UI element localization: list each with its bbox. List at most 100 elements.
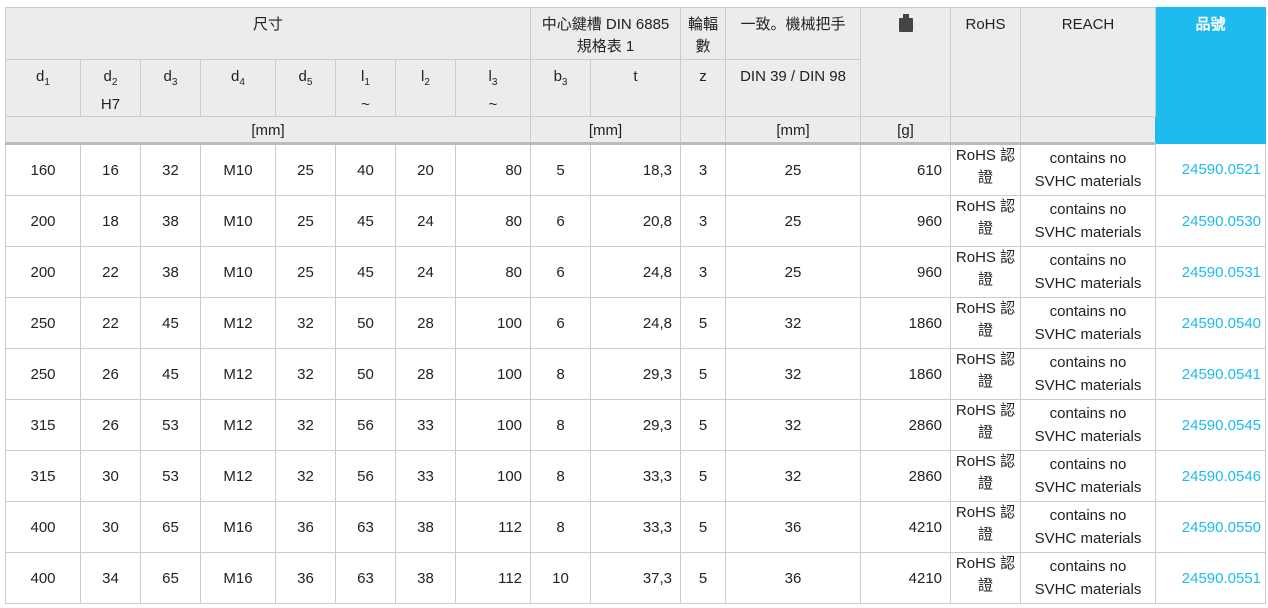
cell-reach: contains no SVHC materials <box>1020 501 1157 553</box>
table-row: 250 26 45 M12 32 50 28 100 8 29,3 5 32 1860 RoHS 認證 co… <box>5 348 1267 400</box>
header-rohs: RoHS <box>950 7 1022 117</box>
cell-l3: 100 <box>454 450 532 502</box>
cell-d1: 250 <box>5 297 81 349</box>
cell-z: 3 <box>680 195 727 247</box>
cell-d5: 25 <box>275 143 336 196</box>
unit-empty <box>680 116 727 145</box>
cell-d1: 315 <box>5 399 81 451</box>
cell-d4: M16 <box>200 552 276 604</box>
cell-rohs: RoHS 認證 <box>950 552 1022 604</box>
col-d4: d4 <box>200 59 276 117</box>
cell-din: 36 <box>725 501 862 553</box>
cell-rohs: RoHS 認證 <box>950 501 1022 553</box>
cell-b3: 6 <box>530 297 592 349</box>
cell-l1: 45 <box>335 195 396 247</box>
cell-weight: 610 <box>860 143 952 196</box>
cell-rohs: RoHS 認證 <box>950 143 1022 196</box>
col-t: t <box>590 59 682 117</box>
cell-t: 18,3 <box>590 143 682 196</box>
cell-d5: 32 <box>275 297 336 349</box>
cell-b3: 10 <box>530 552 592 604</box>
cell-d4: M10 <box>200 143 276 196</box>
cell-din: 36 <box>725 552 862 604</box>
cell-part-no[interactable]: 24590.0521 <box>1155 143 1267 196</box>
cell-reach: contains no SVHC materials <box>1020 552 1157 604</box>
cell-d4: M12 <box>200 399 276 451</box>
cell-z: 5 <box>680 450 727 502</box>
cell-d4: M16 <box>200 501 276 553</box>
cell-b3: 8 <box>530 450 592 502</box>
cell-l1: 63 <box>335 552 396 604</box>
cell-part-no[interactable]: 24590.0551 <box>1155 552 1267 604</box>
cell-t: 24,8 <box>590 246 682 298</box>
col-din: DIN 39 / DIN 98 <box>725 59 862 117</box>
cell-l2: 24 <box>395 195 456 247</box>
cell-d2: 16 <box>80 143 141 196</box>
cell-d4: M12 <box>200 348 276 400</box>
col-l1: l1 ~ <box>335 59 396 117</box>
cell-reach: contains no SVHC materials <box>1020 399 1157 451</box>
table-row: 315 26 53 M12 32 56 33 100 8 29,3 5 32 2860 RoHS 認證 co… <box>5 399 1267 451</box>
cell-l3: 100 <box>454 348 532 400</box>
cell-din: 25 <box>725 143 862 196</box>
cell-din: 25 <box>725 195 862 247</box>
cell-part-no[interactable]: 24590.0531 <box>1155 246 1267 298</box>
cell-weight: 1860 <box>860 297 952 349</box>
unit-keyway: [mm] <box>530 116 682 145</box>
cell-d3: 45 <box>140 297 201 349</box>
cell-z: 3 <box>680 143 727 196</box>
cell-weight: 2860 <box>860 399 952 451</box>
cell-d3: 38 <box>140 246 201 298</box>
cell-d2: 26 <box>80 399 141 451</box>
cell-rohs: RoHS 認證 <box>950 297 1022 349</box>
cell-rohs: RoHS 認證 <box>950 348 1022 400</box>
cell-weight: 960 <box>860 195 952 247</box>
col-d5: d5 <box>275 59 336 117</box>
cell-d2: 30 <box>80 501 141 553</box>
cell-din: 32 <box>725 399 862 451</box>
cell-z: 3 <box>680 246 727 298</box>
cell-l1: 50 <box>335 348 396 400</box>
cell-part-no[interactable]: 24590.0540 <box>1155 297 1267 349</box>
cell-part-no[interactable]: 24590.0550 <box>1155 501 1267 553</box>
cell-l2: 33 <box>395 450 456 502</box>
cell-b3: 5 <box>530 143 592 196</box>
cell-l2: 38 <box>395 501 456 553</box>
cell-l1: 40 <box>335 143 396 196</box>
table-row: 400 34 65 M16 36 63 38 112 10 37,3 5 36 4210 RoHS 認證 c… <box>5 552 1267 604</box>
cell-d1: 400 <box>5 552 81 604</box>
cell-weight: 1860 <box>860 348 952 400</box>
header-keyway: 中心鍵槽 DIN 6885 規格表 1 <box>530 7 682 60</box>
cell-din: 32 <box>725 348 862 400</box>
cell-z: 5 <box>680 552 727 604</box>
cell-l3: 100 <box>454 297 532 349</box>
unit-empty <box>1020 116 1157 145</box>
cell-t: 29,3 <box>590 399 682 451</box>
cell-t: 20,8 <box>590 195 682 247</box>
cell-rohs: RoHS 認證 <box>950 399 1022 451</box>
cell-d1: 250 <box>5 348 81 400</box>
col-z: z <box>680 59 727 117</box>
cell-l3: 112 <box>454 552 532 604</box>
cell-reach: contains no SVHC materials <box>1020 297 1157 349</box>
cell-l3: 112 <box>454 501 532 553</box>
cell-l2: 28 <box>395 297 456 349</box>
cell-l2: 20 <box>395 143 456 196</box>
cell-reach: contains no SVHC materials <box>1020 450 1157 502</box>
cell-d5: 25 <box>275 246 336 298</box>
product-table: 尺寸 中心鍵槽 DIN 6885 規格表 1 輪輻數 一致。機械把手 RoHS … <box>4 7 1267 604</box>
cell-l1: 56 <box>335 399 396 451</box>
cell-d3: 53 <box>140 399 201 451</box>
cell-l2: 38 <box>395 552 456 604</box>
table-row: 200 18 38 M10 25 45 24 80 6 20,8 3 25 960 RoHS 認證 cont… <box>5 195 1267 247</box>
cell-d3: 53 <box>140 450 201 502</box>
cell-d1: 400 <box>5 501 81 553</box>
cell-part-no[interactable]: 24590.0546 <box>1155 450 1267 502</box>
cell-d4: M12 <box>200 450 276 502</box>
cell-l2: 24 <box>395 246 456 298</box>
cell-part-no[interactable]: 24590.0541 <box>1155 348 1267 400</box>
cell-part-no[interactable]: 24590.0530 <box>1155 195 1267 247</box>
cell-weight: 2860 <box>860 450 952 502</box>
cell-part-no[interactable]: 24590.0545 <box>1155 399 1267 451</box>
cell-l3: 80 <box>454 246 532 298</box>
